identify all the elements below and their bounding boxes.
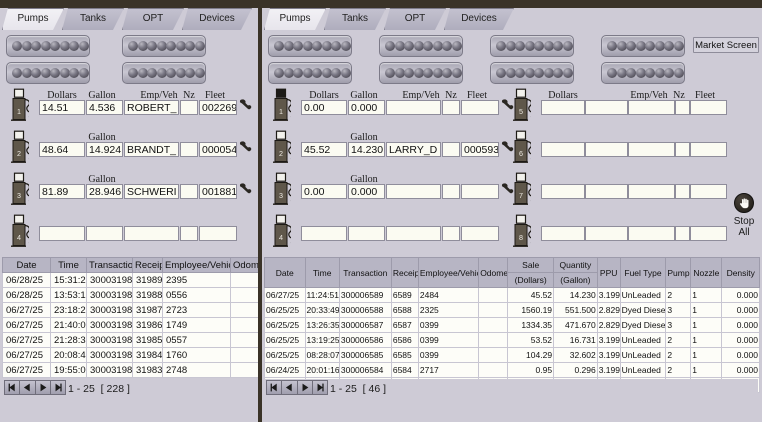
svg-text:5: 5 — [519, 107, 523, 116]
svg-text:2: 2 — [279, 149, 283, 158]
svg-text:6: 6 — [519, 149, 523, 158]
svg-text:1: 1 — [279, 107, 283, 116]
svg-text:7: 7 — [519, 191, 523, 200]
svg-text:3: 3 — [279, 191, 283, 200]
svg-text:8: 8 — [519, 233, 523, 242]
svg-text:1: 1 — [17, 107, 21, 116]
svg-text:4: 4 — [17, 233, 21, 242]
svg-text:3: 3 — [17, 191, 21, 200]
svg-text:4: 4 — [279, 233, 283, 242]
svg-text:2: 2 — [17, 149, 21, 158]
